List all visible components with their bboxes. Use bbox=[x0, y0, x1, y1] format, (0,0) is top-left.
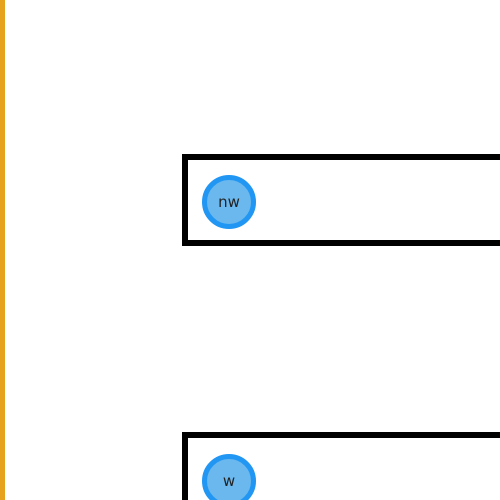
anchor-box-nw: nw bbox=[182, 154, 500, 246]
resize-handle-w[interactable]: w bbox=[202, 454, 256, 500]
anchor-box-w: w bbox=[182, 432, 500, 500]
left-border-line bbox=[0, 0, 5, 500]
handle-label-w: w bbox=[222, 472, 236, 490]
resize-handle-nw[interactable]: nw bbox=[202, 175, 256, 229]
handle-label-nw: nw bbox=[218, 193, 240, 211]
